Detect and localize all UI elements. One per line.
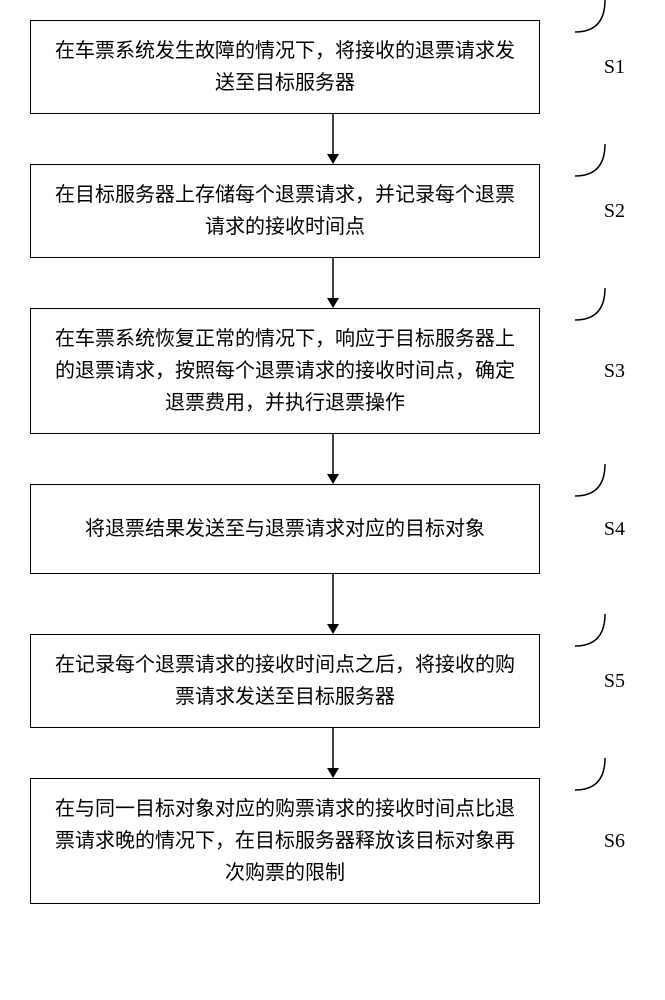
connector-curve-s5 [575,604,625,664]
step-text: 在目标服务器上存储每个退票请求，并记录每个退票请求的接收时间点 [49,179,521,243]
step-box-s6: 在与同一目标对象对应的购票请求的接收时间点比退票请求晚的情况下，在目标服务器释放… [30,778,540,904]
step-box-s2: 在目标服务器上存储每个退票请求，并记录每个退票请求的接收时间点 [30,164,540,258]
flowchart-container: 在车票系统发生故障的情况下，将接收的退票请求发送至目标服务器 S1 在目标服务器… [0,0,665,924]
step-row-s5: 在记录每个退票请求的接收时间点之后，将接收的购票请求发送至目标服务器 S5 [30,634,635,728]
step-box-s4: 将退票结果发送至与退票请求对应的目标对象 [30,484,540,574]
arrow-s2-s3 [78,258,588,308]
step-text: 在车票系统恢复正常的情况下，响应于目标服务器上的退票请求，按照每个退票请求的接收… [49,323,521,419]
step-label-s3: S3 [604,360,625,383]
connector-curve-s4 [575,454,625,514]
arrow-s4-s5 [78,574,588,634]
step-row-s4: 将退票结果发送至与退票请求对应的目标对象 S4 [30,484,635,574]
step-row-s3: 在车票系统恢复正常的情况下，响应于目标服务器上的退票请求，按照每个退票请求的接收… [30,308,635,434]
step-row-s2: 在目标服务器上存储每个退票请求，并记录每个退票请求的接收时间点 S2 [30,164,635,258]
step-row-s1: 在车票系统发生故障的情况下，将接收的退票请求发送至目标服务器 S1 [30,20,635,114]
step-box-s5: 在记录每个退票请求的接收时间点之后，将接收的购票请求发送至目标服务器 [30,634,540,728]
step-text: 在车票系统发生故障的情况下，将接收的退票请求发送至目标服务器 [49,35,521,99]
step-label-s6: S6 [604,830,625,853]
arrow-s3-s4 [78,434,588,484]
connector-curve-s3 [575,278,625,338]
connector-curve-s2 [575,134,625,194]
connector-curve-s6 [575,748,625,808]
step-label-s4: S4 [604,518,625,541]
step-text: 在与同一目标对象对应的购票请求的接收时间点比退票请求晚的情况下，在目标服务器释放… [49,793,521,889]
step-box-s1: 在车票系统发生故障的情况下，将接收的退票请求发送至目标服务器 [30,20,540,114]
connector-curve-s1 [575,0,625,50]
arrow-s5-s6 [78,728,588,778]
step-text: 在记录每个退票请求的接收时间点之后，将接收的购票请求发送至目标服务器 [49,649,521,713]
step-box-s3: 在车票系统恢复正常的情况下，响应于目标服务器上的退票请求，按照每个退票请求的接收… [30,308,540,434]
step-label-s1: S1 [604,56,625,79]
step-row-s6: 在与同一目标对象对应的购票请求的接收时间点比退票请求晚的情况下，在目标服务器释放… [30,778,635,904]
arrow-s1-s2 [78,114,588,164]
step-text: 将退票结果发送至与退票请求对应的目标对象 [85,513,485,545]
step-label-s5: S5 [604,670,625,693]
step-label-s2: S2 [604,200,625,223]
